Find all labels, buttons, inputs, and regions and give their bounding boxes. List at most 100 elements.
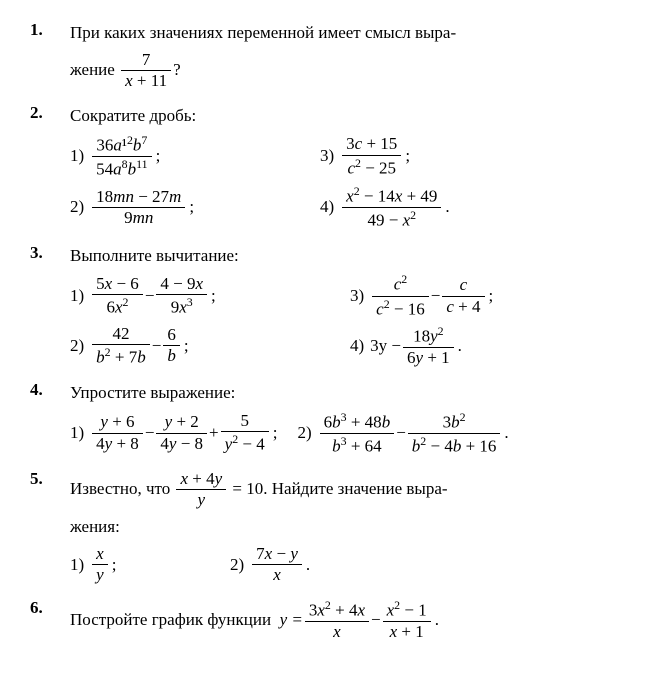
op: − — [145, 423, 155, 443]
punct: . — [435, 610, 439, 630]
problem-number: 5. — [30, 469, 70, 489]
item-label: 2) — [297, 423, 311, 443]
problem-body: Известно, что x + 4yy = 10. Найдите знач… — [70, 469, 630, 590]
item: 1) 36a¹2b754a8b11 ; — [70, 133, 270, 180]
fraction: 36a¹2b754a8b11 — [92, 133, 151, 180]
fraction: 6b3 + 48bb3 + 64 — [320, 410, 395, 457]
item: 4) 3y − 18y26y + 1 . — [350, 324, 462, 368]
punct: ; — [112, 555, 117, 575]
item-row: 1) xy ; 2) 7x − yx . — [70, 544, 630, 586]
item: 2) 42b2 + 7b − 6b ; — [70, 324, 300, 368]
item: 1) xy ; — [70, 544, 180, 586]
fraction: y + 64y + 8 — [92, 412, 143, 454]
punct: ; — [273, 423, 278, 443]
item-label: 1) — [70, 146, 84, 166]
fraction: 3c + 15c2 − 25 — [342, 134, 401, 178]
punct: . — [504, 423, 508, 443]
text-line: Известно, что x + 4yy = 10. Найдите знач… — [70, 469, 630, 511]
text: Постройте график функции — [70, 610, 271, 630]
punct: . — [306, 555, 310, 575]
op: − — [371, 610, 381, 630]
fraction: c2c2 − 16 — [372, 272, 429, 319]
problem-body: При каких значениях переменной имеет смы… — [70, 20, 630, 95]
punct: ; — [405, 146, 410, 166]
punct: ; — [211, 286, 216, 306]
fraction: cc + 4 — [442, 275, 484, 317]
item-label: 3) — [320, 146, 334, 166]
item-row: 2) 42b2 + 7b − 6b ; 4) 3y − 18y26y + 1 . — [70, 324, 630, 368]
problem-number: 6. — [30, 598, 70, 618]
fraction: 5x − 66x2 — [92, 274, 143, 318]
item-label: 1) — [70, 423, 84, 443]
fraction: 18y26y + 1 — [403, 324, 454, 368]
item-row: 2) 18mn − 27m9mn ; 4) x2 − 14x + 4949 − … — [70, 184, 630, 231]
problem-6: 6. Постройте график функции y = 3x2 + 4x… — [30, 598, 630, 646]
item-label: 1) — [70, 286, 84, 306]
item-row: 1) 5x − 66x2 − 4 − 9x9x3 ; 3) c2c2 − 16 … — [70, 272, 630, 319]
problem-number: 2. — [30, 103, 70, 123]
problem-5: 5. Известно, что x + 4yy = 10. Найдите з… — [30, 469, 630, 590]
item-row: 1) 36a¹2b754a8b11 ; 3) 3c + 15c2 − 25 ; — [70, 133, 630, 180]
item-label: 4) — [320, 197, 334, 217]
punct: ; — [156, 146, 161, 166]
item: 2) 6b3 + 48bb3 + 64 − 3b2b2 − 4b + 16 . — [297, 410, 508, 457]
item-label: 2) — [70, 197, 84, 217]
op: + — [209, 423, 219, 443]
text: Выполните вычитание: — [70, 243, 630, 269]
fraction: xy — [92, 544, 108, 586]
fraction: 3x2 + 4xx — [305, 598, 369, 642]
text: Сократите дробь: — [70, 103, 630, 129]
fraction: 4 − 9x9x3 — [156, 274, 207, 318]
problem-2: 2. Сократите дробь: 1) 36a¹2b754a8b11 ; … — [30, 103, 630, 235]
problem-number: 3. — [30, 243, 70, 263]
item: 1) 5x − 66x2 − 4 − 9x9x3 ; — [70, 274, 300, 318]
item: 3) c2c2 − 16 − cc + 4 ; — [350, 272, 493, 319]
item-label: 2) — [70, 336, 84, 356]
text: ? — [173, 60, 181, 80]
text: = 10. Найдите значение выра- — [232, 479, 447, 499]
op: − — [152, 336, 162, 356]
problem-3: 3. Выполните вычитание: 1) 5x − 66x2 − 4… — [30, 243, 630, 372]
text: жение — [70, 60, 115, 80]
item-label: 2) — [230, 555, 244, 575]
text: Известно, что — [70, 479, 170, 499]
fraction: x2 − 14x + 4949 − x2 — [342, 184, 441, 231]
fraction: 18mn − 27m9mn — [92, 187, 185, 229]
fraction: 6b — [163, 325, 180, 367]
fraction: 7 x + 11 — [121, 50, 171, 92]
fraction: 7x − yx — [252, 544, 302, 586]
problem-1: 1. При каких значениях переменной имеет … — [30, 20, 630, 95]
problem-body: Выполните вычитание: 1) 5x − 66x2 − 4 − … — [70, 243, 630, 372]
text-line: Постройте график функции y = 3x2 + 4xx −… — [70, 598, 630, 642]
fraction: 3b2b2 − 4b + 16 — [408, 410, 501, 457]
fraction: y + 24y − 8 — [156, 412, 207, 454]
op: − — [396, 423, 406, 443]
fraction: x2 − 1x + 1 — [383, 598, 431, 642]
problem-body: Упростите выражение: 1) y + 64y + 8 − y … — [70, 380, 630, 461]
op: 3y − — [370, 336, 401, 356]
item: 2) 7x − yx . — [230, 544, 310, 586]
problem-body: Сократите дробь: 1) 36a¹2b754a8b11 ; 3) … — [70, 103, 630, 235]
fraction: 42b2 + 7b — [92, 324, 150, 368]
op: − — [145, 286, 155, 306]
fraction: 5y2 − 4 — [221, 411, 269, 455]
text-line: При каких значениях переменной имеет смы… — [70, 20, 630, 46]
item-label: 1) — [70, 555, 84, 575]
item-label: 4) — [350, 336, 364, 356]
text: Упростите выражение: — [70, 380, 630, 406]
problem-body: Постройте график функции y = 3x2 + 4xx −… — [70, 598, 630, 646]
punct: ; — [184, 336, 189, 356]
item-row: 1) y + 64y + 8 − y + 24y − 8 + 5y2 − 4 ;… — [70, 410, 630, 457]
fraction: x + 4yy — [176, 469, 226, 511]
problem-4: 4. Упростите выражение: 1) y + 64y + 8 −… — [30, 380, 630, 461]
op: − — [431, 286, 441, 306]
punct: . — [458, 336, 462, 356]
punct: . — [445, 197, 449, 217]
punct: ; — [189, 197, 194, 217]
text-line: жение 7 x + 11 ? — [70, 50, 630, 92]
item: 1) y + 64y + 8 − y + 24y − 8 + 5y2 − 4 ; — [70, 411, 277, 455]
problem-number: 4. — [30, 380, 70, 400]
item: 3) 3c + 15c2 − 25 ; — [320, 134, 410, 178]
item: 4) x2 − 14x + 4949 − x2 . — [320, 184, 450, 231]
punct: ; — [489, 286, 494, 306]
